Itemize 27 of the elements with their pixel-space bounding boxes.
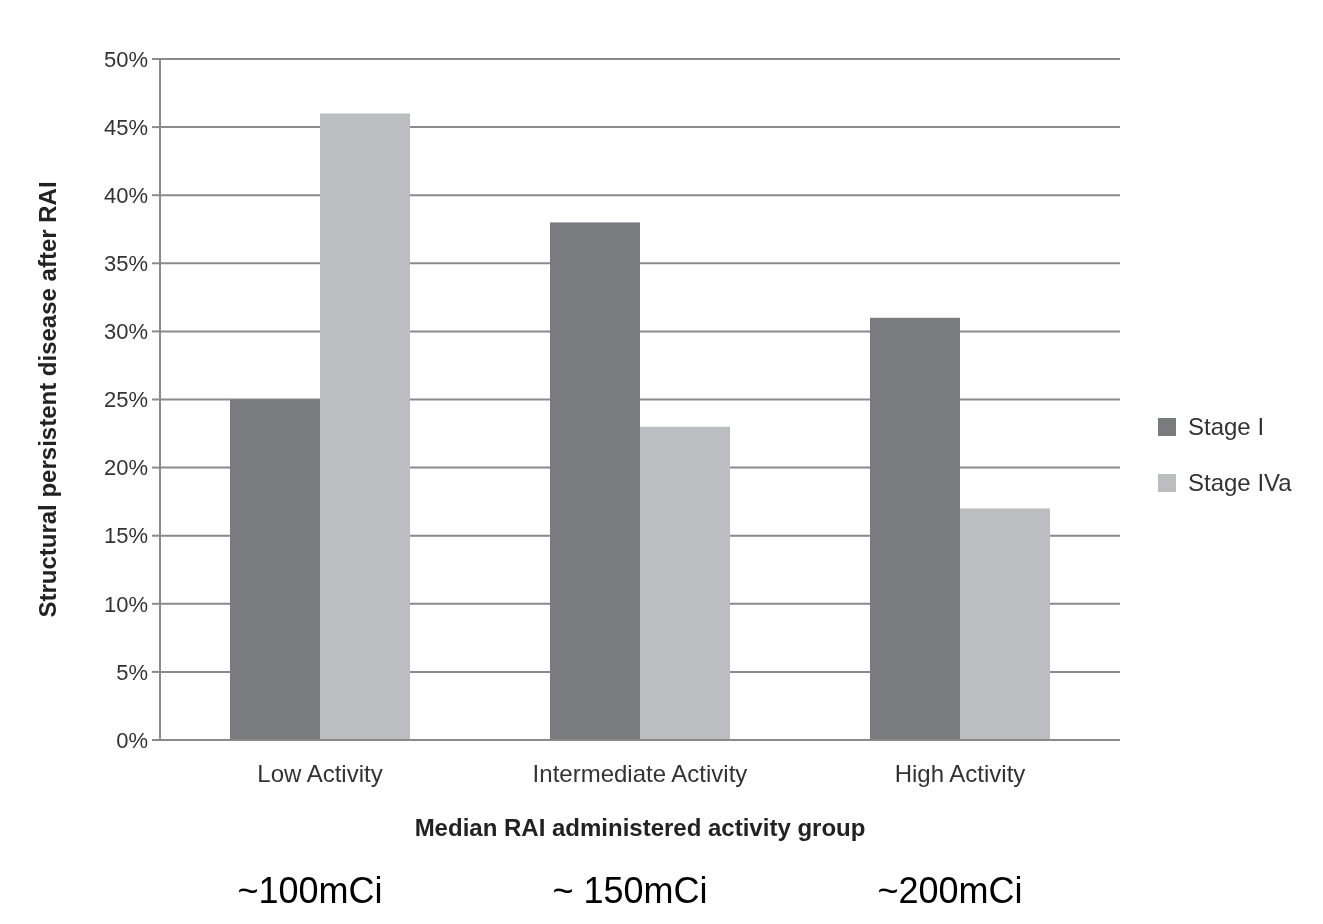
bar <box>960 508 1050 740</box>
y-tick-label: 30% <box>103 319 148 345</box>
y-tick-label: 10% <box>103 591 148 617</box>
y-tick-label: 0% <box>116 727 148 753</box>
text: ~ 150mCi <box>552 870 708 911</box>
x-axis-title: Median RAI administered activity group <box>414 814 866 841</box>
y-tick-label: 20% <box>103 455 148 481</box>
bar <box>230 399 320 740</box>
x-tick-label: Intermediate Activity <box>532 760 748 787</box>
y-tick-label: 15% <box>103 523 148 549</box>
bar <box>870 317 960 740</box>
y-tick-label: 40% <box>103 182 148 208</box>
text: ~200mCi <box>877 870 1023 911</box>
x-tick-label: Low Activity <box>257 760 383 787</box>
text: ~100mCi <box>237 870 383 911</box>
y-tick-label: 25% <box>103 387 148 413</box>
bar <box>320 113 410 740</box>
bar <box>640 426 730 740</box>
bar <box>550 222 640 740</box>
legend-label: Stage IVa <box>1188 469 1293 497</box>
y-tick-label: 5% <box>116 659 148 685</box>
legend-label: Stage I <box>1188 413 1265 441</box>
y-tick-label: 35% <box>103 251 148 276</box>
x-tick-label: High Activity <box>894 760 1026 787</box>
y-axis-title: Structural persistent disease after RAI <box>34 181 61 618</box>
y-tick-label: 50% <box>103 46 148 72</box>
y-tick-label: 45% <box>103 114 148 140</box>
